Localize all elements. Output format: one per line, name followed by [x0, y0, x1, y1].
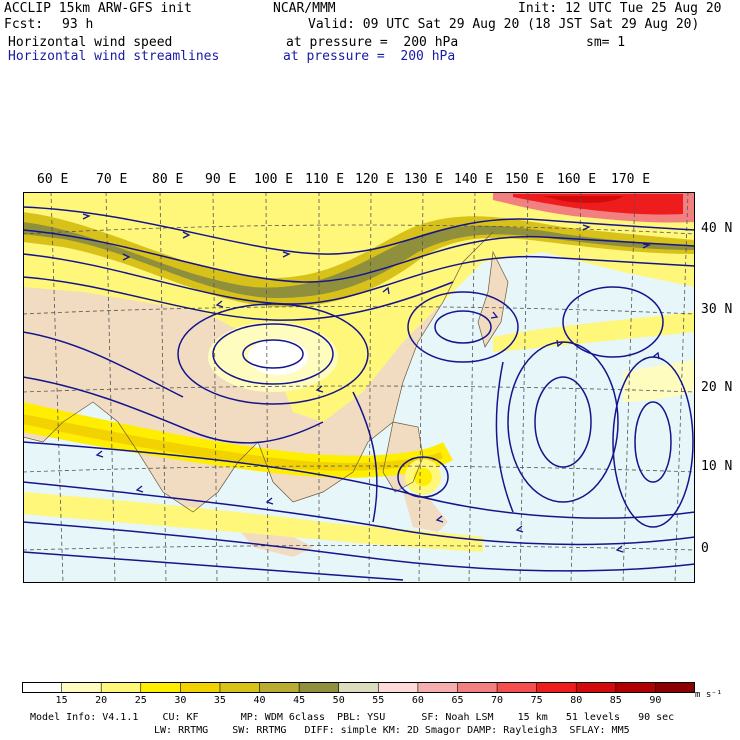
colorbar-tick-label: 85	[609, 695, 622, 706]
lon-label: 110 E	[305, 172, 345, 187]
lat-label: 30 N	[701, 302, 733, 317]
colorbar-tick-label: 90	[649, 695, 662, 706]
colorbar-tick-label: 70	[491, 695, 504, 706]
wind-map	[23, 192, 695, 583]
field-streamlines: Horizontal wind streamlines	[8, 49, 220, 64]
colorbar-swatch	[536, 682, 578, 693]
lat-label: 0	[701, 541, 709, 556]
colorbar-tick-label: 30	[174, 695, 187, 706]
colorbar-swatch	[377, 682, 419, 693]
model-title: ACCLIP 15km ARW-GFS init	[4, 1, 192, 16]
colorbar	[22, 682, 695, 693]
lon-label: 140 E	[454, 172, 494, 187]
field-streamlines-level: at pressure = 200 hPa	[283, 49, 456, 64]
streamline-arrows	[82, 213, 660, 553]
colorbar-tick-label: 50	[332, 695, 345, 706]
lon-label: 120 E	[355, 172, 395, 187]
colorbar-swatch	[575, 682, 617, 693]
init-time: Init: 12 UTC Tue 25 Aug 20	[518, 1, 722, 16]
colorbar-swatch	[180, 682, 221, 693]
colorbar-swatch	[298, 682, 340, 693]
lon-label: 170 E	[611, 172, 651, 187]
lat-label: 10 N	[701, 459, 733, 474]
colorbar-swatch	[655, 682, 695, 693]
colorbar-tick-label: 60	[411, 695, 424, 706]
colorbar-swatch	[615, 682, 657, 693]
lat-label: 20 N	[701, 380, 733, 395]
field-wind-speed-level: at pressure = 200 hPa	[286, 35, 459, 50]
colorbar-tick-label: 35	[213, 695, 226, 706]
smoothing-label: sm= 1	[586, 35, 626, 50]
valid-time: Valid: 09 UTC Sat 29 Aug 20 (18 JST Sat …	[308, 17, 700, 32]
streamlines	[23, 206, 695, 581]
lon-label: 100 E	[254, 172, 294, 187]
colorbar-swatch	[22, 682, 63, 693]
lon-label: 60 E	[37, 172, 69, 187]
coastlines	[23, 231, 509, 513]
colorbar-swatch	[338, 682, 380, 693]
colorbar-swatch	[457, 682, 498, 693]
colorbar-tick-label: 75	[530, 695, 543, 706]
colorbar-tick-label: 25	[134, 695, 147, 706]
colorbar-tick-label: 15	[55, 695, 68, 706]
colorbar-tick-label: 65	[451, 695, 464, 706]
lon-label: 160 E	[557, 172, 597, 187]
colorbar-swatch	[61, 682, 102, 693]
lon-label: 70 E	[96, 172, 128, 187]
colorbar-tick-label: 20	[95, 695, 108, 706]
colorbar-swatch	[259, 682, 300, 693]
colorbar-tick-label: 45	[293, 695, 306, 706]
map-frame	[23, 192, 695, 583]
lon-label: 90 E	[205, 172, 237, 187]
colorbar-tick-label: 40	[253, 695, 266, 706]
org-label: NCAR/MMM	[273, 1, 336, 16]
colorbar-swatch	[417, 682, 459, 693]
colorbar-swatch	[496, 682, 538, 693]
lon-label: 130 E	[404, 172, 444, 187]
colorbar-swatch	[140, 682, 182, 693]
lat-label: 40 N	[701, 221, 733, 236]
lon-label: 80 E	[152, 172, 184, 187]
colorbar-tick-label: 80	[570, 695, 583, 706]
model-info-line2: LW: RRTMG SW: RRTMG DIFF: simple KM: 2D …	[154, 725, 630, 736]
lon-label: 150 E	[505, 172, 545, 187]
field-wind-speed: Horizontal wind speed	[8, 35, 173, 50]
forecast-label: Fcst:	[4, 17, 44, 32]
colorbar-unit: m s⁻¹	[695, 690, 723, 700]
colorbar-swatch	[100, 682, 142, 693]
forecast-hour: 93 h	[62, 17, 94, 32]
model-info-line1: Model Info: V4.1.1 CU: KF MP: WDM 6class…	[30, 712, 675, 723]
colorbar-tick-label: 55	[372, 695, 385, 706]
colorbar-swatch	[219, 682, 261, 693]
